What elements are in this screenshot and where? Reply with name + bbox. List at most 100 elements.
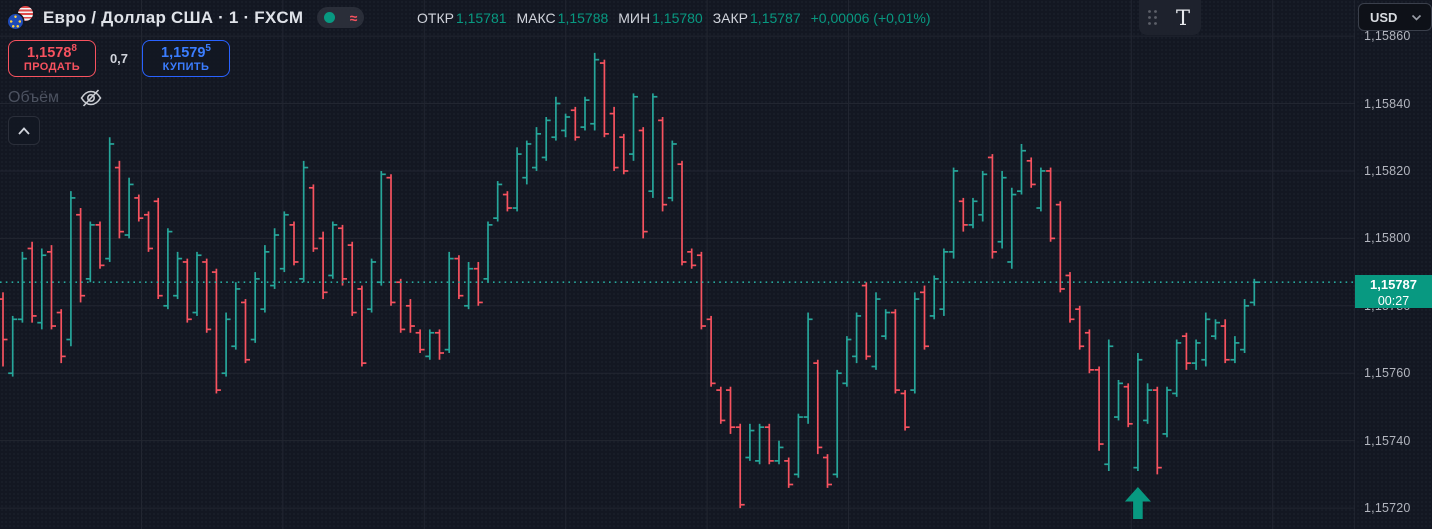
ohlc-bar — [1220, 319, 1230, 364]
ohlc-bar — [435, 329, 444, 360]
ohlc-bar — [260, 245, 270, 313]
ohlc-bar — [813, 359, 823, 455]
ohlc-bar — [793, 413, 803, 478]
ohlc-bar — [871, 292, 881, 370]
drag-handle-icon[interactable] — [1147, 9, 1158, 26]
symbol-header: Евро / Доллар США · 1 · FXCM ≈ — [8, 6, 365, 29]
ohlc-bar — [318, 231, 328, 300]
ohlc-bar — [852, 312, 862, 364]
ohlc-bar — [47, 245, 56, 330]
ohlc-bar — [842, 336, 852, 387]
open-value: 1,15781 — [455, 10, 507, 26]
ohlc-bar — [755, 423, 765, 465]
eye-off-icon[interactable] — [79, 86, 103, 110]
ohlc-bar — [541, 116, 551, 161]
ohlc-bar — [1094, 366, 1104, 451]
high-label: МАКС — [516, 10, 556, 26]
ohlc-bar — [105, 137, 115, 262]
ohlc-bar — [0, 292, 8, 367]
change-value: +0,00006 (+0,01%) — [810, 10, 931, 26]
ohlc-bar — [192, 251, 202, 316]
ohlc-bar — [464, 261, 474, 310]
ohlc-bar — [861, 282, 871, 360]
symbol-title[interactable]: Евро / Доллар США · 1 · FXCM — [43, 7, 304, 27]
price-axis-label: 1,15820 — [1364, 163, 1411, 178]
market-status-pill[interactable]: ≈ — [317, 7, 365, 28]
ohlc-bar — [1201, 312, 1211, 367]
ohlc-bar — [328, 221, 338, 279]
ohlc-bar — [270, 228, 280, 289]
price-axis-label: 1,15840 — [1364, 96, 1411, 111]
high-value: 1,15788 — [557, 10, 609, 26]
trade-panel: 1,15788 ПРОДАТЬ 0,7 1,15795 КУПИТЬ — [8, 40, 230, 77]
ohlc-values: ОТКР 1,15781 МАКС 1,15788 МИН 1,15780 ЗА… — [417, 10, 931, 26]
buy-button-label: КУПИТЬ — [162, 61, 210, 74]
ohlc-bar — [648, 93, 658, 198]
currency-unit-label: USD — [1370, 9, 1398, 25]
ohlc-bar — [473, 261, 483, 306]
sell-price: 1,15788 — [27, 42, 77, 61]
ohlc-bar — [1007, 187, 1017, 269]
close-value: 1,15787 — [750, 10, 801, 26]
ohlc-bar — [561, 113, 571, 138]
ohlc-bar — [1172, 339, 1182, 397]
ohlc-bar — [493, 181, 503, 222]
ohlc-bar — [599, 59, 609, 138]
ohlc-bar — [522, 140, 532, 185]
ohlc-bar — [347, 241, 357, 316]
symbol-pair-flags-icon — [8, 6, 35, 29]
ohlc-bar — [444, 251, 454, 354]
ohlc-bar — [619, 133, 629, 175]
market-open-dot-icon — [324, 12, 336, 23]
ohlc-bar — [367, 258, 377, 313]
ohlc-bar — [687, 248, 697, 269]
buy-button[interactable]: 1,15795 КУПИТЬ — [142, 40, 230, 77]
collapse-panel-button[interactable] — [8, 116, 40, 145]
bar-countdown: 00:27 — [1377, 294, 1410, 308]
volume-indicator-label: Объём — [8, 89, 59, 106]
sell-button[interactable]: 1,15788 ПРОДАТЬ — [8, 40, 96, 77]
ohlc-bar — [241, 299, 250, 364]
ohlc-bar — [881, 309, 891, 340]
ohlc-bar — [997, 170, 1007, 249]
currency-unit-button[interactable]: USD — [1358, 3, 1432, 31]
price-axis-label: 1,15800 — [1364, 231, 1411, 246]
ohlc-bar — [1181, 332, 1191, 370]
ohlc-bar — [832, 369, 842, 478]
ohlc-bar — [308, 184, 318, 252]
arrow-up-marker[interactable] — [1124, 487, 1151, 520]
price-axis-label: 1,15760 — [1364, 366, 1411, 381]
ohlc-bar — [823, 454, 832, 488]
ohlc-bar — [745, 423, 755, 461]
ohlc-bar — [1075, 305, 1085, 350]
close-label: ЗАКР — [712, 10, 749, 26]
ohlc-bar — [221, 312, 231, 377]
ohlc-bar — [163, 228, 173, 310]
ohlc-bar — [85, 221, 95, 283]
open-label: ОТКР — [417, 10, 454, 26]
ohlc-bar — [677, 160, 687, 266]
ohlc-bar — [37, 248, 47, 330]
ohlc-bar — [890, 309, 900, 394]
ohlc-bar — [1240, 299, 1250, 354]
ohlc-bar — [405, 299, 415, 333]
ohlc-bar — [696, 251, 706, 330]
ohlc-bar — [1065, 272, 1075, 323]
ohlc-bar — [900, 390, 910, 431]
ohlc-bar — [502, 191, 512, 212]
current-price-value: 1,15787 — [1370, 277, 1417, 292]
ohlc-bar — [1055, 201, 1065, 293]
price-axis[interactable]: 1,157201,157401,157601,157801,158001,158… — [1354, 0, 1432, 529]
text-tool-button[interactable]: T — [1175, 5, 1190, 30]
price-axis-label: 1,15860 — [1364, 29, 1411, 44]
ohlc-bar — [1162, 386, 1172, 438]
ohlc-bar — [512, 147, 522, 212]
ohlc-bar — [76, 208, 86, 303]
volume-indicator-row: Объём — [8, 86, 103, 110]
ohlc-bar — [299, 160, 309, 283]
ohlc-bar — [784, 457, 794, 488]
ohlc-bar — [124, 177, 134, 239]
ohlc-bar — [910, 292, 920, 394]
ohlc-bar — [1191, 339, 1201, 370]
